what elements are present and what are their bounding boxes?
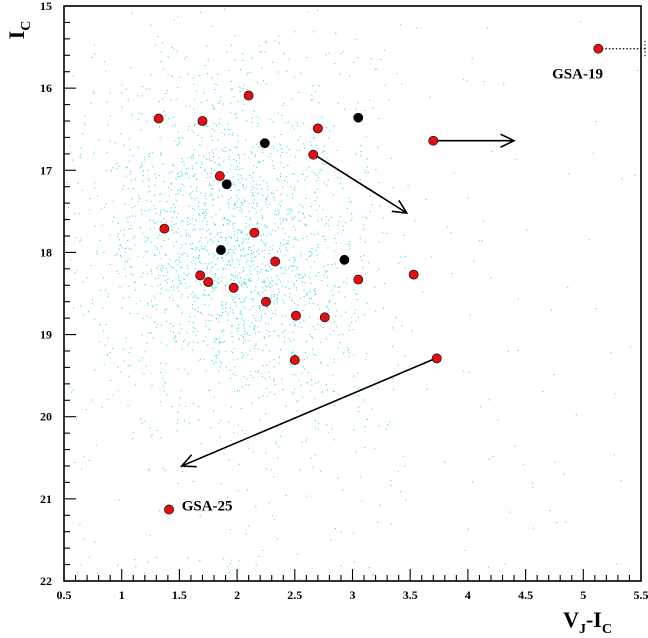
x-tick-label: 0.5 [57, 588, 72, 602]
red-point [164, 504, 174, 515]
data-points [153, 43, 604, 515]
x-tick-label: 2 [234, 588, 240, 602]
arrow-head [180, 454, 197, 468]
black-point [216, 245, 226, 255]
x-axis-title: VJ-IC [563, 607, 612, 637]
y-tick-label: 17 [40, 163, 52, 177]
red-point [159, 223, 170, 234]
arrows [180, 40, 646, 468]
red-point [195, 270, 206, 281]
x-tick-label: 3.5 [403, 588, 418, 602]
x-tick-label: 2.5 [287, 588, 302, 602]
red-point [312, 123, 323, 134]
y-tick-label: 16 [40, 81, 52, 95]
red-point [308, 149, 319, 160]
arrow-head [391, 199, 409, 214]
x-tick-label: 4 [465, 588, 471, 602]
x-tick-label: 5 [580, 588, 586, 602]
arrow-head [500, 133, 516, 148]
red-point [153, 113, 164, 124]
y-tick-label: 15 [40, 0, 52, 13]
x-tick-label: 1.5 [172, 588, 187, 602]
y-tick-label: 19 [40, 328, 52, 342]
arrow-shaft [181, 357, 436, 467]
red-point [214, 171, 225, 181]
red-point [270, 256, 281, 267]
y-tick-label: 21 [40, 492, 52, 506]
annotation-label: GSA-25 [182, 498, 233, 514]
red-point [593, 43, 604, 54]
x-tick-label: 5.5 [634, 588, 648, 602]
red-point [353, 274, 364, 285]
black-point [221, 179, 232, 190]
red-point [289, 355, 300, 365]
annotation-label: GSA-19 [552, 66, 603, 82]
x-tick-label: 1 [119, 588, 125, 602]
y-tick-label: 18 [40, 245, 52, 259]
y-tick-label: 20 [40, 410, 52, 424]
red-point [261, 296, 271, 307]
tick-labels: 0.5 1 1.5 2 2.5 3 3.5 4 4.5 5 5.5 15 16 17 18 19 20 21 22 [40, 0, 648, 602]
red-point [291, 310, 301, 321]
annotations: GSA-19 GSA-25 [182, 66, 603, 514]
red-point [243, 90, 254, 101]
red-point [408, 269, 419, 280]
black-point [259, 138, 270, 149]
red-point [319, 312, 330, 323]
x-tick-label: 3 [350, 588, 356, 602]
arrow-shaft [313, 154, 408, 214]
red-point [228, 282, 239, 293]
axis-ticks [63, 5, 642, 582]
x-tick-label: 4.5 [518, 588, 533, 602]
red-point [431, 353, 442, 364]
red-point [249, 227, 260, 238]
red-point [428, 135, 439, 146]
y-axis-title: IC [4, 21, 34, 40]
y-tick-label: 22 [40, 574, 52, 588]
red-point [203, 277, 214, 287]
red-point [197, 116, 208, 126]
black-point [339, 254, 350, 265]
black-point [353, 112, 364, 123]
